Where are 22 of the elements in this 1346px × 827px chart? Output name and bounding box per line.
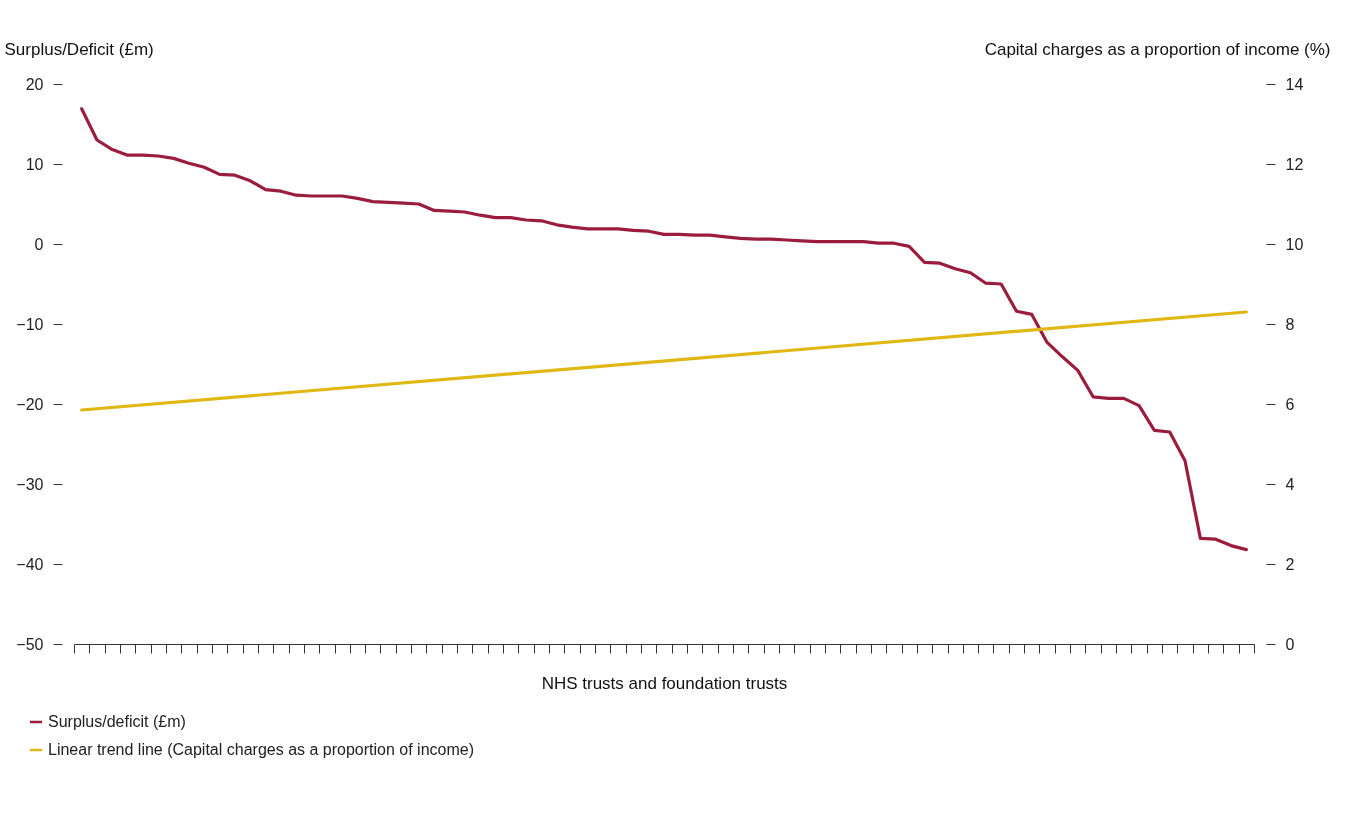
line-series: [80, 107, 1248, 552]
y2-tick-label: 12: [1285, 155, 1304, 173]
y-tick-label: 10: [25, 155, 44, 173]
y2-axis-title: Capital charges as a proportion of income (%): [984, 39, 1331, 59]
y-tick-label: 0: [34, 235, 44, 253]
y-tick-label: 20: [25, 75, 44, 93]
y-tick-label: −40: [16, 555, 44, 573]
y2-tick-label: 6: [1285, 395, 1295, 413]
y2-tick-label: 2: [1285, 555, 1295, 573]
y2-tick-label: 0: [1285, 635, 1295, 653]
y-tick-label: −10: [16, 315, 44, 333]
y2-tick-label: 4: [1285, 475, 1295, 493]
y2-tick-label: 14: [1285, 75, 1304, 93]
x-axis-title: NHS trusts and foundation trusts: [541, 674, 788, 693]
y2-tick-label: 10: [1285, 235, 1304, 253]
y-tick-label: −50: [16, 635, 44, 653]
y-tick-label: −20: [16, 395, 44, 413]
y-axis-title: Surplus/Deficit (£m): [4, 39, 154, 59]
legend-label: Linear trend line (Capital charges as a proportion of income): [48, 741, 475, 758]
legend-label: Surplus/deficit (£m): [48, 713, 186, 730]
y2-tick-label: 8: [1285, 315, 1295, 333]
y-tick-label: −30: [16, 475, 44, 493]
